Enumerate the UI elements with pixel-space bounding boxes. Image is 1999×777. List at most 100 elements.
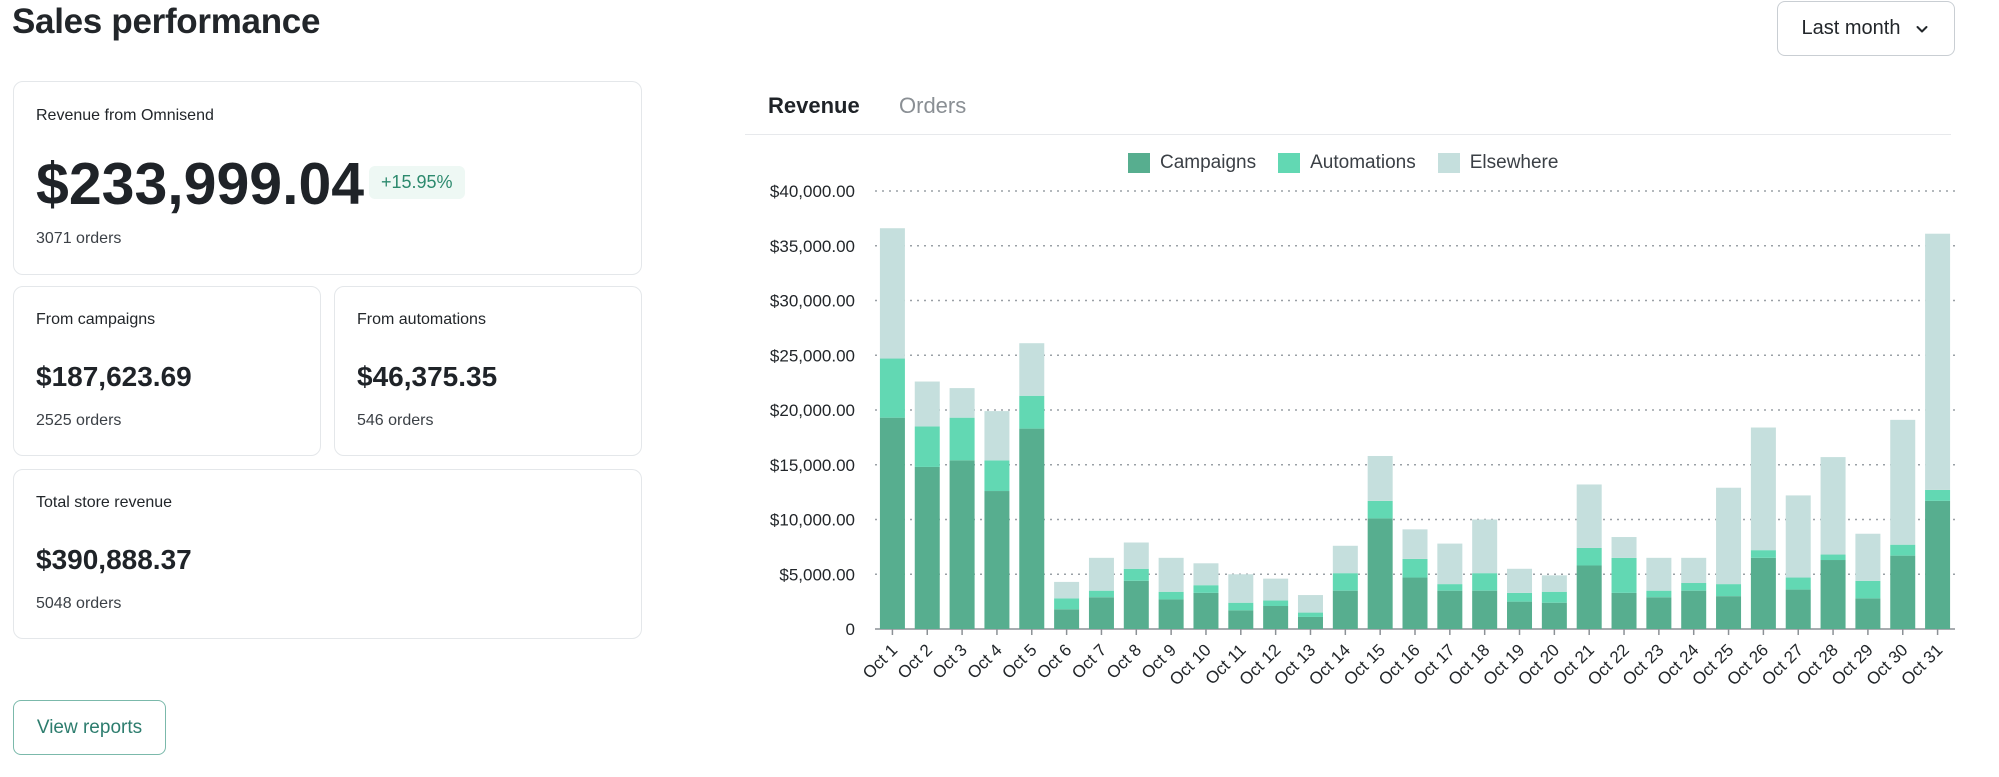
tab-orders[interactable]: Orders [899,93,967,118]
bar-elsewhere [1611,537,1637,558]
card-automations: From automations $46,375.35 546 orders [334,286,642,456]
legend-label: Automations [1310,152,1416,173]
bar-automations [1750,550,1776,558]
bar-campaigns [1297,616,1323,629]
legend-swatch-automations [1278,153,1301,173]
bar-elsewhere [914,381,940,427]
bar-automations [1402,558,1428,578]
card-label: Revenue from Omnisend [36,107,214,124]
bar-automations [1576,547,1602,566]
bar-automations [1054,598,1080,610]
y-tick-label: $30,000.00 [770,292,855,311]
bar-elsewhere [1123,542,1149,569]
card-total-store-revenue: Total store revenue $390,888.37 5048 ord… [13,469,642,639]
bar-campaigns [1820,560,1846,629]
card-orders: 2525 orders [36,412,122,429]
bar-automations [1925,489,1951,501]
bar-automations [1263,600,1289,607]
y-tick-label: $20,000.00 [770,401,855,420]
bar-elsewhere [1402,529,1428,559]
bar-campaigns [1681,590,1707,629]
bar-elsewhere [1855,533,1881,581]
bar-elsewhere [1367,455,1393,501]
y-tick-label: 0 [846,620,855,639]
x-tick-label: Oct 8 [1103,640,1145,682]
bar-elsewhere [1507,568,1533,593]
bar-campaigns [1019,428,1045,629]
x-tick-label: Oct 4 [964,640,1006,682]
card-orders: 546 orders [357,412,434,429]
bar-automations [1785,577,1811,590]
bar-automations [1681,583,1707,591]
y-tick-label: $25,000.00 [770,346,855,365]
bar-elsewhere [1332,545,1358,574]
x-tick-label: Oct 7 [1068,640,1110,682]
bar-campaigns [1193,592,1219,629]
period-select-label: Last month [1801,17,1901,39]
bar-automations [914,426,940,467]
legend-item-elsewhere: Elsewhere [1437,152,1559,174]
bar-automations [1437,584,1463,591]
bar-automations [1088,590,1114,598]
legend-label: Elsewhere [1469,152,1559,173]
bar-automations [1507,592,1533,602]
card-label: From campaigns [36,311,156,328]
bar-campaigns [1925,500,1951,629]
bar-elsewhere [1228,574,1254,603]
chevron-down-icon [1916,25,1928,32]
bar-automations [1228,602,1254,611]
bar-automations [1855,580,1881,599]
bar-campaigns [1367,518,1393,629]
bar-elsewhere [1437,543,1463,585]
campaigns-value: $187,623.69 [36,361,192,392]
legend-swatch-campaigns [1128,153,1150,173]
revenue-chart: 0 $5,000.00 $10,000.00 $15,000.00 $20,000.00… [770,182,1955,689]
bar-campaigns [1263,606,1289,629]
y-tick-label: $15,000.00 [770,456,855,475]
bar-elsewhere [949,388,975,418]
bar-campaigns [1890,555,1916,629]
bar-campaigns [1785,589,1811,629]
legend-item-campaigns: Campaigns [1128,152,1256,174]
bar-automations [1193,585,1219,593]
card-label: From automations [357,311,486,328]
tab-revenue[interactable]: Revenue [768,93,860,118]
card-label: Total store revenue [36,494,173,511]
bar-automations [1019,395,1045,429]
bar-elsewhere [1054,581,1080,599]
bar-campaigns [1088,597,1114,629]
bar-elsewhere [1785,495,1811,578]
bar-automations [1820,554,1846,561]
bar-campaigns [879,417,905,629]
bar-automations [1716,584,1742,597]
bar-automations [879,358,905,418]
bar-automations [1367,500,1393,519]
bar-campaigns [914,466,940,629]
bar-campaigns [949,460,975,629]
bar-automations [1123,568,1149,581]
bar-automations [1890,544,1916,556]
bar-campaigns [1646,597,1672,629]
bar-elsewhere [1019,343,1045,396]
bar-elsewhere [1541,575,1567,592]
period-select[interactable]: Last month [1777,1,1955,56]
legend-label: Campaigns [1160,152,1257,173]
legend-item-automations: Automations [1278,152,1416,174]
x-tick-label: Oct 5 [998,640,1040,682]
y-tick-label: $5,000.00 [779,565,855,584]
bar-elsewhere [1716,487,1742,585]
bar-elsewhere [984,411,1010,461]
bar-automations [949,417,975,461]
bar-elsewhere [1193,563,1219,586]
card-orders: 5048 orders [36,595,122,612]
view-reports-button[interactable]: View reports [13,700,166,755]
bar-campaigns [1054,609,1080,629]
bar-automations [1541,591,1567,603]
omnisend-revenue-value: $233,999.04 [36,151,365,217]
card-campaigns: From campaigns $187,623.69 2525 orders [13,286,321,456]
bar-campaigns [1576,565,1602,629]
page-title: Sales performance [12,2,321,41]
bar-campaigns [1332,590,1358,629]
bar-elsewhere [1263,578,1289,601]
bar-automations [1158,591,1184,600]
